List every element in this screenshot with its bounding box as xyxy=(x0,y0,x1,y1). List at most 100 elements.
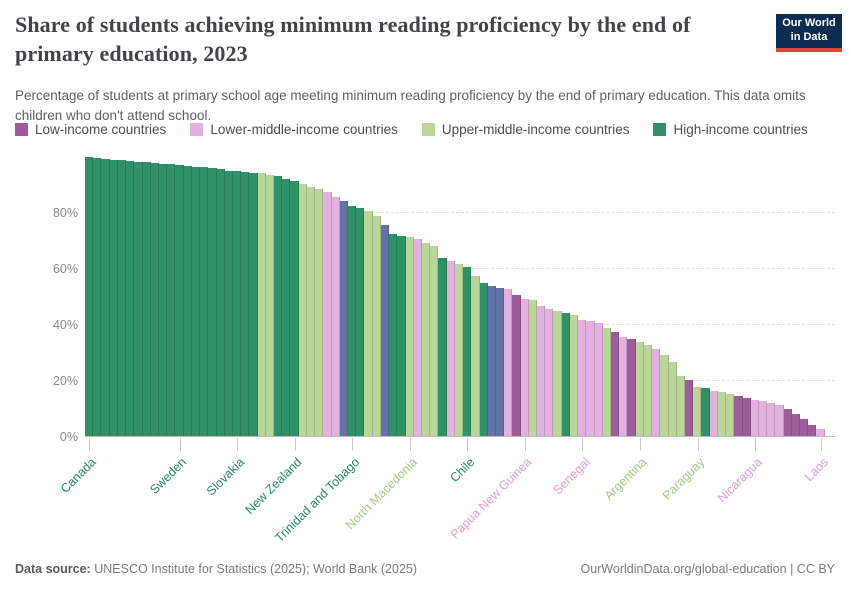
bar-papua-new-guinea[interactable] xyxy=(520,298,529,436)
bar-trinidad-and-tobago[interactable] xyxy=(348,206,357,436)
bar-country-47[interactable] xyxy=(471,276,480,436)
bar-country-12[interactable] xyxy=(183,165,192,436)
bar-country-52[interactable] xyxy=(512,294,521,436)
bar-country-22[interactable] xyxy=(265,174,275,436)
legend-item-upper-middle-income-countries[interactable]: Upper-middle-income countries xyxy=(421,122,629,137)
bar-country-30[interactable] xyxy=(331,197,340,436)
bar-country-6[interactable] xyxy=(134,161,143,436)
bar-slovakia[interactable] xyxy=(232,171,242,436)
bar-country-80[interactable] xyxy=(742,397,751,436)
x-tick-slovakia xyxy=(237,438,239,451)
bar-country-86[interactable] xyxy=(791,413,801,436)
bar-country-43[interactable] xyxy=(438,258,447,436)
bar-chile[interactable] xyxy=(463,266,472,436)
bar-country-27[interactable] xyxy=(306,186,316,436)
bar-country-88[interactable] xyxy=(808,424,817,436)
bar-country-23[interactable] xyxy=(274,176,283,436)
bar-country-33[interactable] xyxy=(356,208,365,436)
bar-country-75[interactable] xyxy=(701,388,710,436)
bar-country-51[interactable] xyxy=(504,289,513,436)
bar-country-4[interactable] xyxy=(117,160,127,436)
bar-country-31[interactable] xyxy=(339,201,348,436)
license-link[interactable]: OurWorldinData.org/global-education | CC… xyxy=(580,562,835,576)
bar-country-20[interactable] xyxy=(249,172,258,436)
bar-country-61[interactable] xyxy=(586,321,595,436)
bar-country-1[interactable] xyxy=(93,158,102,436)
bar-country-83[interactable] xyxy=(767,402,776,436)
bar-country-66[interactable] xyxy=(627,339,636,436)
bar-country-15[interactable] xyxy=(208,168,217,436)
bar-country-55[interactable] xyxy=(537,305,546,436)
bar-country-59[interactable] xyxy=(569,314,579,436)
bar-country-68[interactable] xyxy=(643,345,653,436)
bar-country-42[interactable] xyxy=(430,245,439,436)
bar-country-13[interactable] xyxy=(191,166,201,436)
bar-nicaragua[interactable] xyxy=(750,399,759,436)
bar-country-48[interactable] xyxy=(479,283,488,436)
bar-country-38[interactable] xyxy=(397,235,406,436)
bar-country-56[interactable] xyxy=(545,308,554,436)
bar-country-62[interactable] xyxy=(594,323,603,436)
x-tick-senegal xyxy=(582,438,584,451)
bar-country-45[interactable] xyxy=(454,263,464,436)
bar-country-72[interactable] xyxy=(676,375,685,436)
bar-country-19[interactable] xyxy=(241,171,250,436)
bar-country-71[interactable] xyxy=(668,361,677,436)
bar-paraguay[interactable] xyxy=(693,387,702,436)
bar-country-8[interactable] xyxy=(150,163,159,436)
bar-country-16[interactable] xyxy=(216,169,225,436)
bar-country-37[interactable] xyxy=(389,234,398,436)
bar-country-70[interactable] xyxy=(660,354,669,436)
bar-country-78[interactable] xyxy=(726,394,735,436)
bar-country-49[interactable] xyxy=(487,286,496,436)
bar-country-17[interactable] xyxy=(224,170,233,436)
bar-country-35[interactable] xyxy=(372,216,381,436)
bar-country-50[interactable] xyxy=(495,287,505,436)
bar-country-85[interactable] xyxy=(783,409,792,436)
bar-country-73[interactable] xyxy=(684,380,694,436)
bar-country-3[interactable] xyxy=(109,159,118,436)
bar-country-10[interactable] xyxy=(167,164,176,436)
bar-sweden[interactable] xyxy=(175,164,184,436)
bar-country-26[interactable] xyxy=(298,184,307,436)
bar-country-34[interactable] xyxy=(364,211,373,436)
x-tick-canada xyxy=(89,438,91,451)
bar-canada[interactable] xyxy=(85,157,94,436)
bar-country-5[interactable] xyxy=(126,161,135,436)
bar-country-82[interactable] xyxy=(758,401,768,436)
bar-country-36[interactable] xyxy=(380,224,390,436)
chart-subtitle: Percentage of students at primary school… xyxy=(15,88,806,123)
bar-country-76[interactable] xyxy=(709,390,718,436)
bar-country-58[interactable] xyxy=(561,313,570,436)
bar-country-69[interactable] xyxy=(652,349,661,436)
bar-country-65[interactable] xyxy=(619,336,628,436)
bar-country-24[interactable] xyxy=(282,178,291,436)
bar-country-54[interactable] xyxy=(528,300,538,436)
bar-country-7[interactable] xyxy=(142,162,151,436)
legend-item-low-income-countries[interactable]: Low-income countries xyxy=(15,122,166,137)
bar-country-29[interactable] xyxy=(323,192,332,436)
bar-country-40[interactable] xyxy=(413,238,422,436)
bar-country-79[interactable] xyxy=(734,396,743,436)
legend-item-lower-middle-income-countries[interactable]: Lower-middle-income countries xyxy=(190,122,398,137)
legend-item-high-income-countries[interactable]: High-income countries xyxy=(653,122,808,137)
bar-country-57[interactable] xyxy=(553,311,562,436)
bar-argentina[interactable] xyxy=(635,342,644,436)
bar-north-macedonia[interactable] xyxy=(405,237,414,436)
bar-country-84[interactable] xyxy=(775,404,784,436)
bar-country-44[interactable] xyxy=(446,261,455,436)
bar-laos[interactable] xyxy=(816,429,825,436)
bar-country-2[interactable] xyxy=(101,158,110,436)
bar-new-zealand[interactable] xyxy=(290,181,299,436)
bar-country-14[interactable] xyxy=(200,167,209,436)
owid-logo[interactable]: Our World in Data xyxy=(776,14,842,52)
bar-country-21[interactable] xyxy=(257,173,266,436)
bar-country-64[interactable] xyxy=(611,332,620,436)
bar-country-41[interactable] xyxy=(421,242,431,436)
bar-country-87[interactable] xyxy=(800,419,809,436)
bar-country-77[interactable] xyxy=(717,392,727,436)
bar-country-28[interactable] xyxy=(315,189,324,436)
bar-senegal[interactable] xyxy=(578,319,587,436)
bar-country-9[interactable] xyxy=(158,163,168,436)
bar-country-63[interactable] xyxy=(602,328,611,436)
